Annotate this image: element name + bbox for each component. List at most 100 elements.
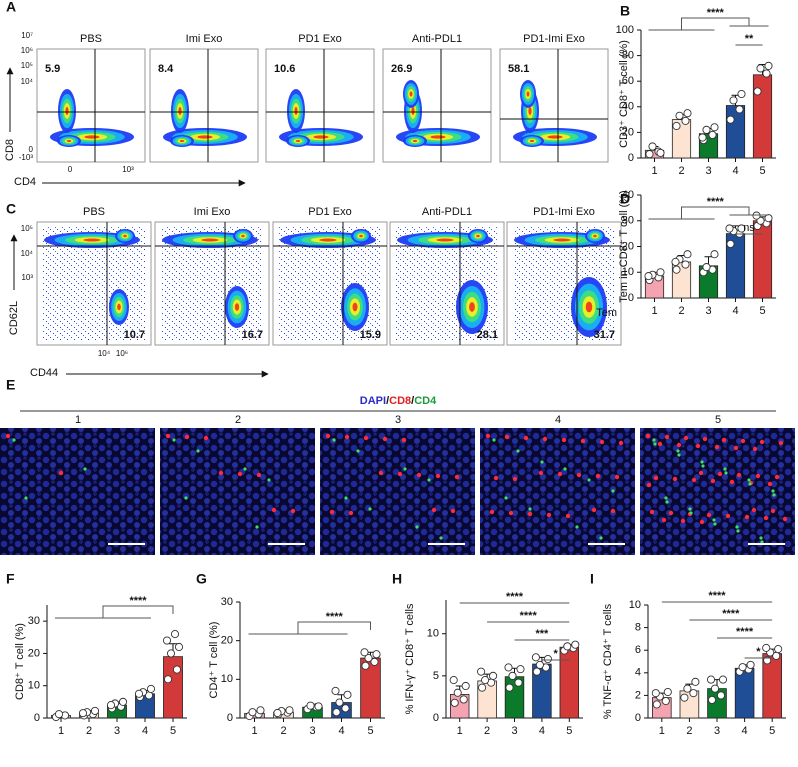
x-tick-label: 2 <box>686 725 692 737</box>
data-point <box>737 224 746 233</box>
data-point <box>726 115 735 124</box>
data-point <box>756 64 765 73</box>
panel-letter: H <box>392 571 402 587</box>
data-point <box>461 681 470 691</box>
cd8-signal <box>401 437 407 443</box>
cd4-signal <box>701 464 705 468</box>
data-point <box>256 706 265 715</box>
data-point <box>648 142 657 151</box>
plot-title: Anti-PDL1 <box>422 206 472 218</box>
cd8-signal <box>580 438 586 444</box>
y-tick-label: 5 <box>433 670 439 682</box>
cd8-signal <box>695 443 701 449</box>
data-point <box>763 656 772 665</box>
cd4-signal <box>771 489 775 493</box>
x-tick-label: 3 <box>705 165 711 177</box>
y-tick-label: 10⁵ <box>21 61 33 70</box>
cd8-signal <box>542 436 548 442</box>
panel-letter: I <box>590 571 594 587</box>
data-point <box>360 648 369 657</box>
cd4-signal <box>356 449 360 453</box>
density-contour <box>528 107 532 115</box>
data-point <box>729 96 738 105</box>
cd8-signal <box>561 437 567 443</box>
stain-legend: DAPI/CD8/CD4 <box>360 395 437 407</box>
y-tick-label: 10⁷ <box>21 31 33 40</box>
x-tick-label: 5 <box>367 725 373 737</box>
data-point <box>764 61 773 70</box>
density-contour <box>295 139 301 143</box>
axis-label: CD44 <box>30 367 58 379</box>
cd8-signal <box>237 471 243 477</box>
data-point <box>681 116 690 125</box>
density-contour <box>526 91 530 97</box>
x-tick-label: 2 <box>678 165 684 177</box>
density-contour <box>585 301 593 313</box>
data-point <box>516 665 525 674</box>
density-contour <box>66 139 72 143</box>
cd8-signal <box>329 509 335 515</box>
y-tick-label: 10⁴ <box>21 77 34 86</box>
micrograph <box>640 428 795 555</box>
data-point <box>477 667 486 676</box>
cd4-signal <box>723 467 727 471</box>
cd8-signal <box>759 439 765 445</box>
density-contour <box>117 303 121 311</box>
data-point <box>306 701 315 710</box>
density-contour <box>294 107 298 115</box>
cd8-signal <box>672 476 678 482</box>
y-tick-label: 60 <box>622 75 634 87</box>
cd4-signal <box>664 496 668 500</box>
micrograph <box>480 428 635 555</box>
panel-letter: F <box>6 571 15 587</box>
data-point <box>753 87 762 96</box>
data-point <box>702 263 711 272</box>
y-axis-label: CD8⁺ T cell (%) <box>14 623 26 700</box>
y-tick-label: 10³ <box>21 273 33 282</box>
cd8-signal <box>431 507 437 513</box>
density-contour <box>553 238 571 242</box>
data-point <box>691 677 700 686</box>
data-point <box>762 643 771 652</box>
data-point <box>134 689 144 698</box>
cd8-signal <box>717 471 723 477</box>
data-point <box>652 700 661 709</box>
data-point <box>331 686 340 695</box>
data-point <box>478 683 487 692</box>
significance-label: * <box>756 646 761 658</box>
cd8-signal <box>752 446 758 452</box>
y-tick-label: 80 <box>622 50 634 62</box>
significance-label: ** <box>745 33 754 45</box>
gate-value: 8.4 <box>158 63 174 75</box>
y-tick-label: 20 <box>622 126 634 138</box>
cd4-signal <box>516 449 520 453</box>
gate-value: 28.1 <box>477 329 498 341</box>
x-tick-label: 3 <box>309 725 315 737</box>
cd8-signal <box>591 507 597 513</box>
data-point <box>680 693 689 702</box>
data-point <box>710 123 719 132</box>
x-tick-label: 3 <box>714 725 720 737</box>
cd8-signal <box>493 475 499 481</box>
y-tick-label: 0 <box>34 712 40 724</box>
plot-title: PBS <box>80 33 102 45</box>
data-point <box>90 706 100 715</box>
y-tick-label: 0 <box>628 152 634 164</box>
data-point <box>708 130 717 140</box>
density-contour <box>313 135 329 139</box>
x-tick-label: 5 <box>566 725 572 737</box>
cd4-signal <box>344 496 348 500</box>
significance-label: **** <box>129 595 147 607</box>
x-tick-label: 2 <box>86 725 92 737</box>
data-point <box>671 257 680 267</box>
y-tick-label: 2 <box>635 689 641 701</box>
cd8-signal <box>664 434 670 440</box>
data-point <box>343 690 352 699</box>
data-point <box>645 150 654 159</box>
significance-bracket <box>248 621 371 635</box>
cd8-signal <box>680 518 686 524</box>
significance-label: **** <box>707 7 725 19</box>
micrograph <box>320 428 475 555</box>
density-contour <box>411 107 415 115</box>
bar <box>725 105 746 159</box>
